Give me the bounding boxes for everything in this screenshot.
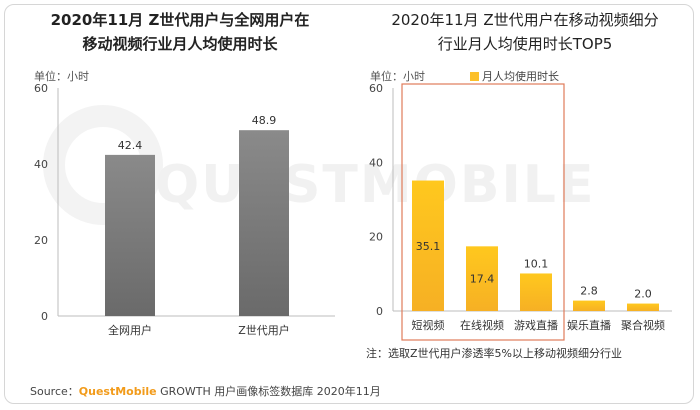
right-bar-2 (520, 273, 552, 311)
left-bar-1 (239, 130, 289, 316)
right-category-label-2: 游戏直播 (514, 318, 558, 332)
left-title-line-2: 移动视频行业月人均使用时长 (82, 35, 278, 53)
right-title-line-1: 2020年11月 Z世代用户在移动视频细分 (391, 11, 659, 29)
right-title-line-2: 行业月人均使用时长TOP5 (437, 35, 613, 53)
right-value-label-4: 2.0 (634, 288, 652, 301)
right-chart-note: 注：选取Z世代用户渗透率5%以上移动视频细分行业 (366, 347, 622, 360)
chart-frame: QUESTMOBILE (4, 4, 694, 404)
right-value-label-0: 35.1 (416, 240, 441, 253)
right-y-tick-label-3: 60 (369, 82, 383, 95)
right-highlight-box (401, 83, 565, 341)
left-bar-chart: 0 20 40 60 42.4 全网用户 48.9 Z世代用户 (34, 82, 335, 337)
source-line: Source：QuestMobile GROWTH 用户画像标签数据库 2020… (30, 383, 381, 399)
source-prefix: Source： (30, 385, 79, 398)
left-title-line-1: 2020年11月 Z世代用户与全网用户在 (50, 11, 310, 29)
left-y-tick-label-3: 60 (34, 82, 48, 95)
left-bar-0 (105, 154, 155, 316)
right-category-label-4: 聚合视频 (621, 318, 665, 332)
left-unit-label: 单位：小时 (34, 70, 89, 83)
left-value-label-1: 48.9 (252, 114, 277, 127)
legend-label: 月人均使用时长 (482, 70, 559, 83)
legend-swatch (470, 71, 479, 81)
left-chart-title: 2020年11月 Z世代用户与全网用户在 移动视频行业月人均使用时长 (20, 8, 340, 56)
left-y-tick-label-1: 20 (34, 234, 48, 247)
right-value-label-2: 10.1 (524, 257, 549, 270)
right-y-tick-label-2: 40 (369, 156, 383, 169)
left-category-label-0: 全网用户 (108, 323, 152, 337)
left-category-label-1: Z世代用户 (238, 323, 290, 337)
right-bar-3 (573, 300, 605, 311)
right-bar-4 (627, 303, 659, 311)
right-category-label-3: 娱乐直播 (567, 318, 611, 332)
left-y-tick-label-0: 0 (41, 310, 48, 323)
right-y-tick-label-1: 20 (369, 231, 383, 244)
right-category-label-0: 短视频 (412, 318, 445, 332)
right-category-label-1: 在线视频 (460, 318, 504, 332)
right-chart-title: 2020年11月 Z世代用户在移动视频细分 行业月人均使用时长TOP5 (360, 8, 690, 56)
right-unit-label: 单位：小时 (370, 70, 425, 83)
right-bar-0 (412, 180, 444, 311)
source-brand: QuestMobile (78, 385, 157, 398)
right-value-label-3: 2.8 (580, 285, 598, 298)
right-legend: 月人均使用时长 (470, 68, 559, 84)
right-y-tick-label-0: 0 (376, 305, 383, 318)
left-y-tick-label-2: 40 (34, 158, 48, 171)
watermark-text: QUESTMOBILE (155, 155, 596, 215)
left-value-label-0: 42.4 (118, 139, 143, 152)
right-value-label-1: 17.4 (470, 273, 495, 286)
source-rest: GROWTH 用户画像标签数据库 2020年11月 (156, 385, 381, 398)
right-bar-chart: 0 20 40 60 35.1 短视频 17.4 在线视频 10.1 游戏直播 2.8 娱乐直播 2.0… (369, 82, 672, 341)
right-bar-1 (466, 246, 498, 311)
